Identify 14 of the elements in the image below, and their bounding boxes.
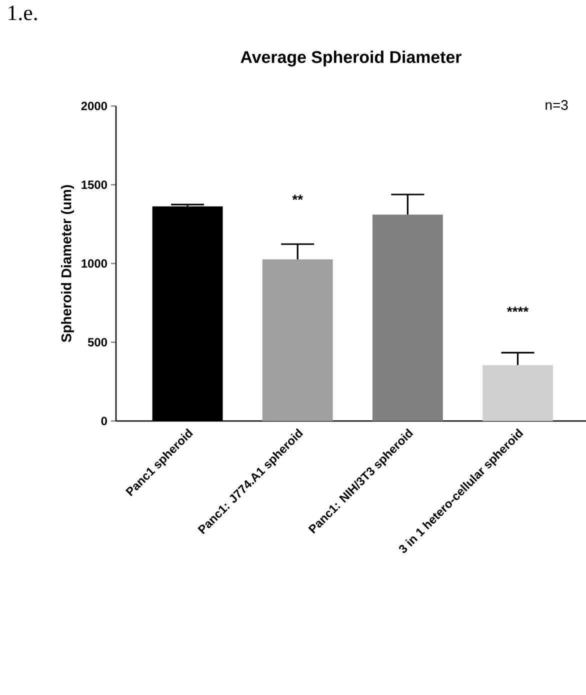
bar xyxy=(482,365,553,421)
bar xyxy=(262,259,333,421)
y-tick-label: 2000 xyxy=(81,102,107,110)
annotation: n=3 xyxy=(546,100,568,110)
y-axis-title: Spheroid Diameter (um) xyxy=(61,185,74,342)
annotation: **** xyxy=(506,306,529,312)
y-tick-label: 1500 xyxy=(82,180,107,189)
text: 1.e. xyxy=(8,6,37,20)
y-tick-label: 500 xyxy=(88,338,107,346)
y-tick-label: 1000 xyxy=(82,259,107,268)
bar xyxy=(372,214,443,421)
annotation: ** xyxy=(292,194,304,200)
chart-title: Average Spheroid Diameter xyxy=(240,50,462,66)
y-tick-label: 0 xyxy=(101,416,107,426)
